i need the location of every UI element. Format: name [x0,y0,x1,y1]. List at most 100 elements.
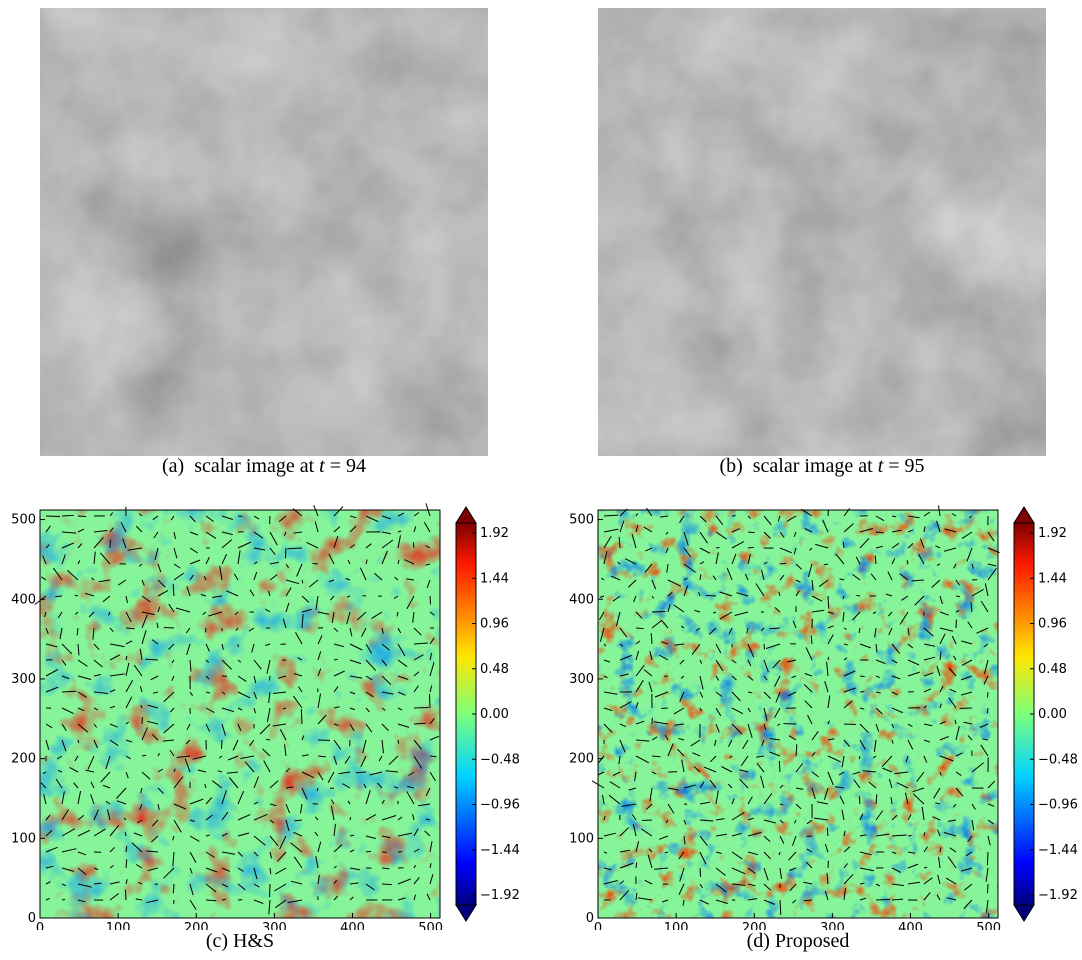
quiver-arrow [619,654,632,661]
quiver-arrow [635,841,640,853]
quiver-arrow [916,771,925,783]
quiver-arrow [875,531,884,534]
quiver-arrow [691,643,701,655]
quiver-arrow [413,739,422,750]
quiver-arrow [843,657,848,661]
quiver-arrow [301,735,305,741]
quiver-arrow [192,755,207,760]
quiver-arrow [987,531,995,542]
quiver-arrow [951,635,957,645]
quiver-arrow [283,531,287,537]
quiver-arrow [948,667,957,677]
quiver-arrow [683,819,687,825]
quiver-arrow [779,547,792,554]
quiver-arrow [338,771,351,775]
quiver-arrow [333,526,341,533]
quiver-arrow [608,794,621,805]
quiver-arrow [643,669,653,677]
quiver-arrow [953,803,957,808]
quiver-arrow [279,835,287,850]
quiver-arrow [954,719,957,725]
quiver-arrow [347,559,351,565]
quiver-arrow [970,601,973,613]
quiver-arrow [365,675,373,681]
quiver-arrow [282,618,287,629]
quiver-arrow [393,595,399,600]
quiver-arrow [715,675,720,681]
quiver-arrow [109,654,121,661]
quiver-arrow [292,695,303,709]
quiver-arrow [397,659,408,668]
quiver-arrow [429,755,437,758]
quiver-arrow [936,894,941,901]
quiver-arrow [907,863,919,869]
quiver-arrow [891,883,905,887]
quiver-arrow [747,851,759,856]
quiver-arrow [235,627,239,632]
quiver-arrow [349,849,355,853]
colorbar-tick-label: 0.48 [1038,662,1067,677]
quiver-arrow [980,744,989,757]
quiver-arrow [894,771,909,775]
quiver-arrow [125,627,135,630]
quiver-arrow [61,643,73,655]
quiver-arrow [827,634,834,645]
quiver-arrow [330,805,335,821]
quiver-arrow [763,691,772,699]
quiver-arrow [747,659,752,667]
quiver-arrow [381,835,391,839]
quiver-arrow [728,627,733,635]
quiver-arrows [34,503,440,915]
quiver-arrow [612,771,621,777]
quiver-arrow [133,664,143,677]
quiver-arrow [890,797,893,805]
quiver-arrow [987,567,997,581]
proposed-flow-plot: 0 100 200 300 400 500 0 100 200 300 400 500 [569,505,1001,930]
quiver-arrow [803,899,813,902]
quiver-arrow [381,643,390,651]
quiver-arrow [939,755,954,762]
x-tick-label: 400 [340,921,365,930]
quiver-arrow [651,595,655,599]
quiver-arrow [603,675,608,679]
quiver-arrow [891,542,900,549]
quiver-arrow [157,752,160,757]
quiver-arrow [907,814,912,821]
quiver-arrow [827,656,830,661]
quiver-arrow [77,643,80,656]
quiver-arrow [747,796,753,805]
quiver-arrow [308,579,319,588]
quiver-arrow [938,856,941,869]
quiver-arrow [269,531,278,546]
quiver-arrow [85,769,95,773]
quiver-arrow [947,856,957,869]
quiver-arrow [269,574,278,581]
quiver-arrow [891,691,898,696]
quiver-arrow [233,573,239,581]
quiver-arrow [963,899,973,909]
quiver-arrow [635,664,645,677]
quiver-arrow [619,880,625,885]
quiver-arrow [277,675,287,679]
quiver-arrow [651,611,666,613]
quiver-arrow [634,771,637,782]
quiver-arrow [425,545,431,549]
quiver-arrow [426,579,431,588]
plot-frame [597,509,999,919]
quiver-arrow [789,883,797,892]
quiver-arrow [603,514,619,517]
quiver-arrow [109,739,119,747]
quiver-arrow [907,515,920,519]
quiver-arrow [45,881,51,885]
y-tick-label: 300 [569,672,594,687]
quiver-arrow [779,531,785,538]
quiver-arrow [109,527,114,533]
quiver-arrow [365,643,373,654]
quiver-arrow [791,675,797,679]
quiver-arrow [987,563,997,567]
quiver-arrow [172,584,175,597]
quiver-arrow [654,867,669,870]
quiver-arrow [269,883,271,898]
quiver-arrow [170,707,175,713]
quiver-arrow [312,563,319,565]
